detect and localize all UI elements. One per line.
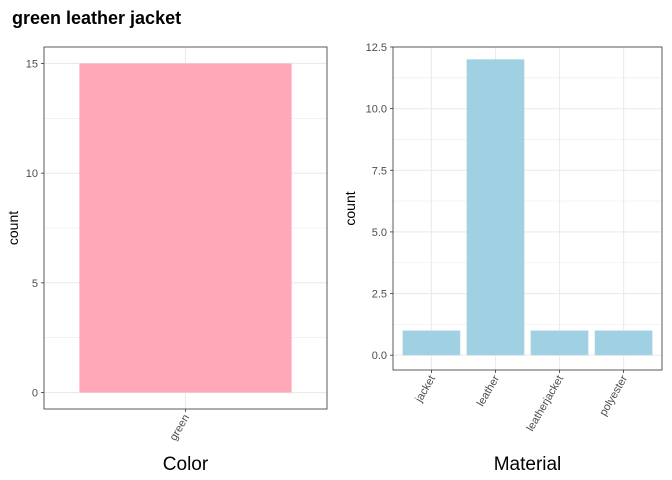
bar-leatherjacket <box>530 330 589 356</box>
bar-leather <box>466 59 525 356</box>
y-tick-label: 2.5 <box>372 289 387 301</box>
panel-border <box>392 46 663 371</box>
y-tick-label: 5.0 <box>372 227 387 239</box>
y-tick-label: 5 <box>32 278 38 290</box>
x-axis-title: Color <box>163 454 209 475</box>
bar-jacket <box>402 330 461 356</box>
y-tick-label: 10.0 <box>366 104 387 116</box>
y-tick-label: 10 <box>26 168 38 180</box>
x-tick-label-jacket: jacket <box>413 374 438 406</box>
y-axis-title: count <box>5 211 21 245</box>
x-tick-label-leatherjacket: leatherjacket <box>525 374 567 434</box>
page-title: green leather jacket <box>12 8 182 28</box>
x-tick-label-leather: leather <box>475 373 502 408</box>
y-tick-label: 7.5 <box>372 165 387 177</box>
x-tick-label-green: green <box>168 413 192 443</box>
y-axis-title: count <box>342 191 358 225</box>
x-tick-label-polyester: polyester <box>597 373 630 418</box>
y-tick-label: 0 <box>32 388 38 400</box>
chart-panel-0: 0 5 10 15 green count Color <box>5 46 328 475</box>
y-tick-label: 0.0 <box>372 350 387 362</box>
x-axis-title: Material <box>494 454 562 475</box>
y-tick-label: 15 <box>26 58 38 70</box>
y-tick-label: 12.5 <box>366 42 387 54</box>
bar-polyester <box>594 330 653 356</box>
bar-green <box>79 63 292 393</box>
chart-panel-1: 0.0 2.5 5.0 7.5 10.0 12.5 jacket leather leather… <box>342 42 663 475</box>
